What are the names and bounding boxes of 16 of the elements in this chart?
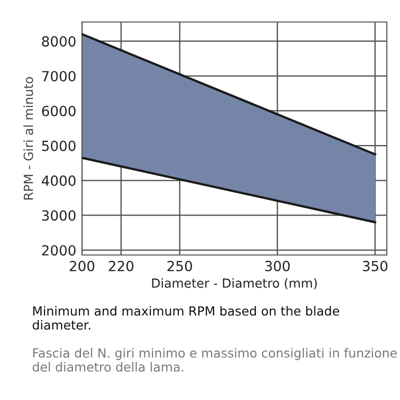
- x-tick-label: 300: [265, 260, 290, 272]
- x-tick-label: 350: [362, 260, 388, 272]
- y-axis-title: RPM - Giri al minuto: [23, 77, 34, 200]
- y-tick-label: 6000: [42, 106, 76, 116]
- text: Fascia del N. giri minimo e massimo consigliati in funzione del diametro della lama.: [32, 348, 397, 372]
- y-tick-label: 3000: [42, 210, 76, 221]
- x-tick-label: 220: [108, 260, 134, 272]
- y-tick-label: 2000: [42, 245, 76, 256]
- y-tick-label: 4000: [42, 175, 76, 186]
- x-tick-label: 200: [70, 260, 94, 272]
- x-tick-label: 250: [167, 260, 192, 272]
- x-axis-title: Diameter - Diametro (mm): [152, 278, 317, 290]
- y-tick-label: 8000: [42, 36, 76, 47]
- text: Minimum and maximum RPM based on the blade diameter.: [32, 306, 340, 330]
- y-tick-label: 7000: [42, 70, 76, 82]
- y-tick-label: 5000: [42, 140, 76, 152]
